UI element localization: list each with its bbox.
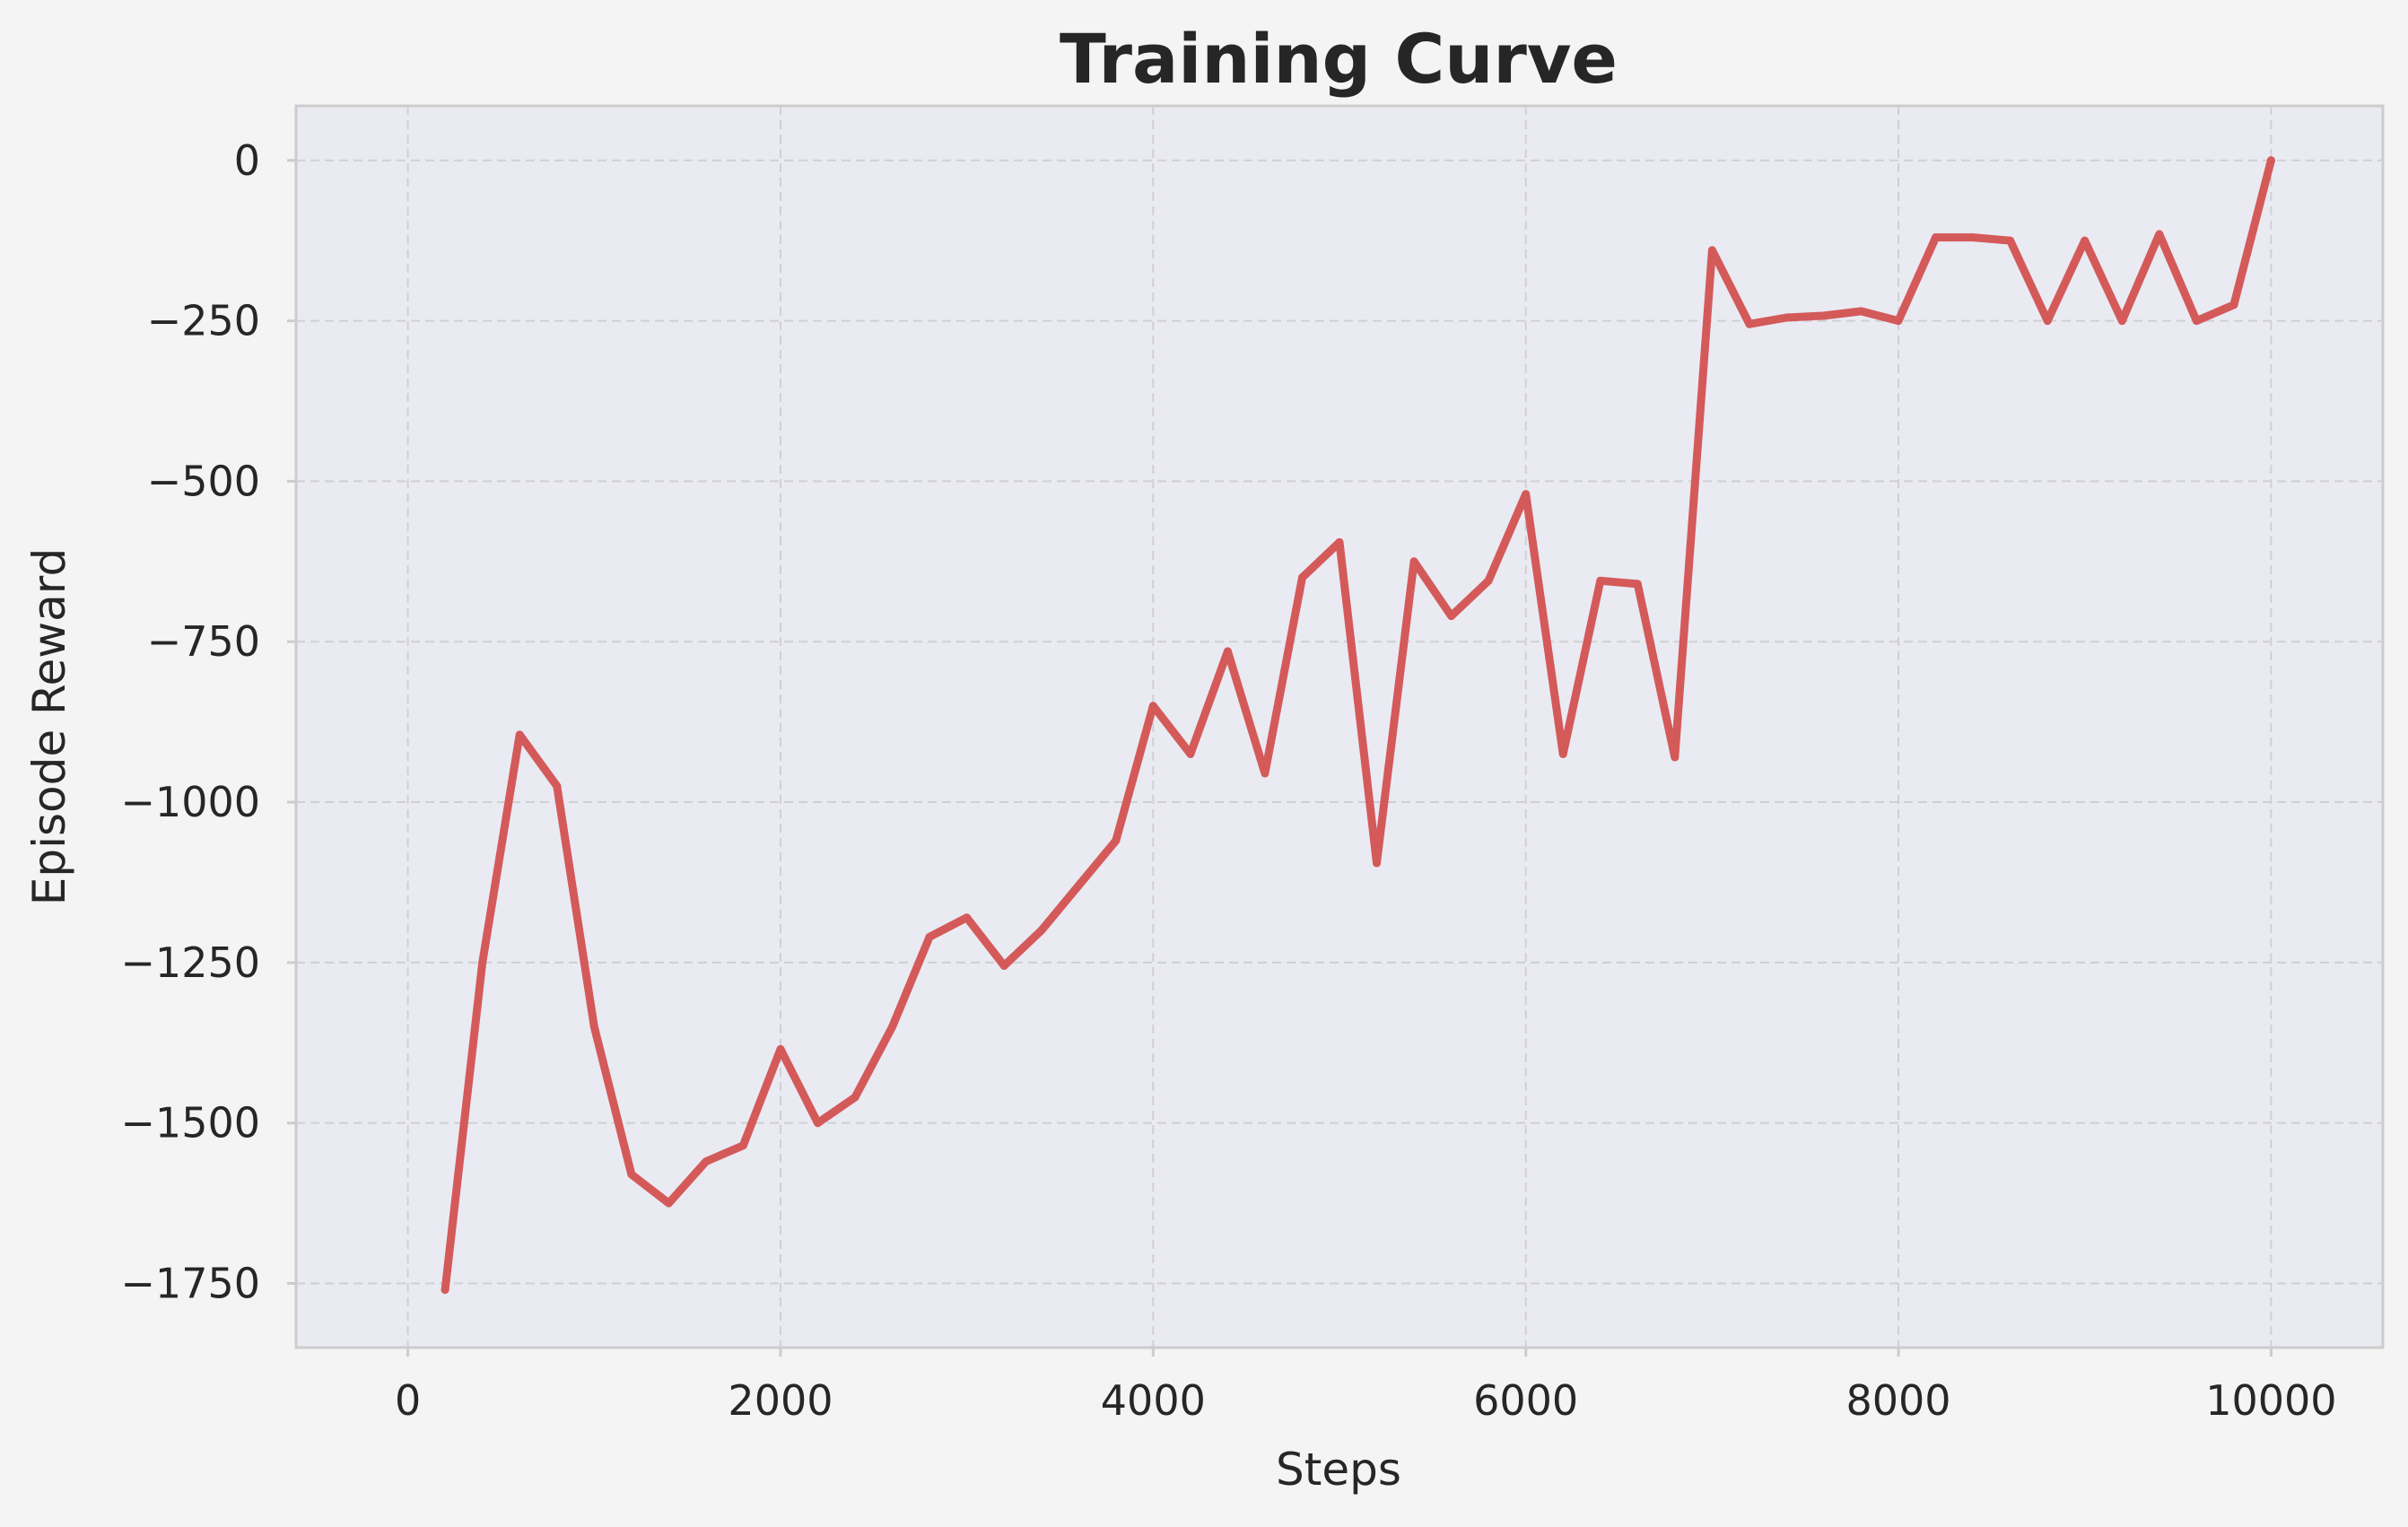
y-tick-label: −250 <box>147 297 260 345</box>
data-point <box>1223 647 1232 656</box>
data-point <box>1037 926 1046 935</box>
data-point <box>1298 573 1306 582</box>
x-axis-ticks: 0 2000 4000 6000 8000 10000 <box>395 1348 2337 1425</box>
data-point <box>1745 319 1754 328</box>
data-point <box>814 1119 822 1128</box>
data-point <box>1373 859 1381 868</box>
data-point <box>2229 301 2238 310</box>
data-point <box>2081 236 2090 245</box>
chart-title: Training Curve <box>1060 19 1618 99</box>
data-point <box>1112 836 1121 845</box>
y-tick-label: −1000 <box>120 778 260 826</box>
data-point <box>1968 233 1977 242</box>
data-point <box>1707 246 1716 255</box>
data-point <box>1782 313 1791 322</box>
data-point <box>2266 156 2275 165</box>
data-point <box>1857 307 1865 316</box>
data-point <box>553 781 562 790</box>
data-point <box>1819 311 1828 320</box>
y-tick-label: −500 <box>147 457 260 505</box>
data-point <box>851 1093 859 1102</box>
data-point <box>1894 317 1903 326</box>
data-point <box>1335 537 1344 546</box>
data-point <box>664 1199 673 1208</box>
data-point <box>515 730 524 739</box>
data-point <box>1186 749 1195 758</box>
data-point <box>1148 702 1157 711</box>
series-line <box>441 156 2275 1295</box>
data-point <box>2117 317 2126 326</box>
x-tick-label: 0 <box>395 1376 421 1425</box>
x-tick-label: 8000 <box>1845 1376 1950 1425</box>
data-point <box>702 1157 711 1166</box>
plot-area <box>294 104 2385 1349</box>
data-point <box>1596 576 1605 585</box>
data-point <box>1484 576 1493 585</box>
data-point <box>2192 317 2201 326</box>
data-point <box>1558 749 1567 758</box>
data-point <box>2006 236 2015 245</box>
data-point <box>627 1170 636 1179</box>
data-point <box>478 958 487 967</box>
y-tick-label: 0 <box>234 136 260 185</box>
data-point <box>999 961 1008 970</box>
y-axis-label: Episode Reward <box>23 548 75 905</box>
data-point <box>888 1022 897 1031</box>
data-point <box>1671 753 1679 762</box>
data-point <box>2043 317 2052 326</box>
data-point <box>738 1141 747 1150</box>
x-axis-label: Steps <box>1276 1444 1401 1496</box>
x-tick-label: 6000 <box>1473 1376 1578 1425</box>
data-point <box>441 1286 449 1295</box>
data-point <box>1261 769 1269 778</box>
y-axis-ticks: 0 −250 −500 −750 −1000 −1250 −1500 −1750 <box>120 136 296 1307</box>
y-tick-label: −1750 <box>120 1259 260 1307</box>
data-point <box>1447 612 1456 621</box>
data-point <box>1932 233 1941 242</box>
y-tick-label: −750 <box>147 617 260 666</box>
x-tick-label: 2000 <box>728 1376 833 1425</box>
y-tick-label: −1500 <box>120 1099 260 1147</box>
data-point <box>925 932 934 941</box>
data-point <box>1633 580 1642 589</box>
series-layer <box>441 156 2275 1295</box>
data-point <box>776 1044 785 1053</box>
data-point <box>1522 490 1531 499</box>
grid <box>296 106 2383 1348</box>
x-tick-label: 10000 <box>2205 1376 2336 1425</box>
data-point <box>1074 881 1083 890</box>
data-point <box>589 1022 598 1031</box>
y-tick-label: −1250 <box>120 938 260 987</box>
data-point <box>2155 230 2164 239</box>
data-point <box>1409 557 1418 566</box>
data-point <box>963 913 972 922</box>
x-tick-label: 4000 <box>1101 1376 1206 1425</box>
